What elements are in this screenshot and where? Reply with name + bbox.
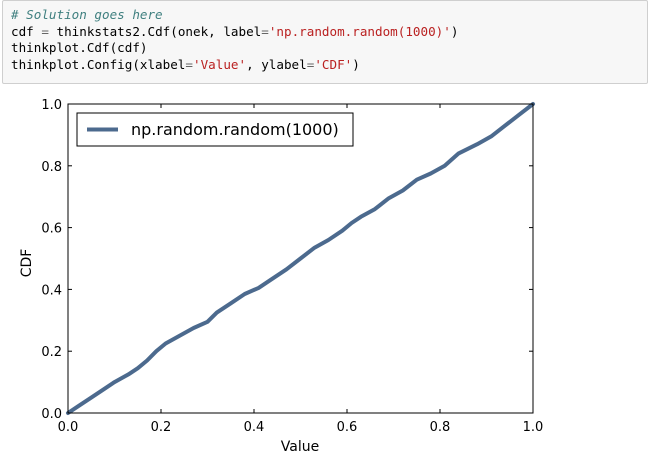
code-token: cdf [11,23,42,39]
code-line: cdf = thinkstats2.Cdf(onek, label='np.ra… [11,24,639,41]
y-axis-label: CDF [19,249,35,278]
code-token: = [41,23,49,39]
x-tick-label: 0.4 [244,420,265,435]
code-token: = [185,56,193,72]
cdf-series-line [66,102,535,415]
x-tick-label: 0.8 [430,420,451,435]
code-token: 'Value' [192,56,247,72]
code-token: ) [450,23,459,39]
code-cell[interactable]: # Solution goes here cdf = thinkstats2.Cd… [2,0,648,84]
code-token: ) [352,56,360,72]
y-tick-label: 0.2 [41,345,62,360]
y-tick-label: 1.0 [41,98,62,113]
x-tick-label: 1.0 [523,420,544,435]
code-line: thinkplot.Cdf(cdf) [11,40,639,57]
legend: np.random.random(1000) [76,112,354,147]
code-token: 'np.random.random(1000)' [268,23,451,39]
code-token: thinkplot.Cdf(cdf) [11,40,148,55]
y-tick-label: 0.4 [41,283,62,298]
code-token: = [261,23,269,39]
x-axis-label: Value [281,439,319,455]
y-tick-label: 0.6 [41,222,62,237]
legend-box [76,112,354,147]
axes-frame [67,103,534,414]
cdf-figure: 0.0 0.2 0.4 0.6 0.8 1.0 0.0 0.2 0.4 0.6 0.8 1.0 np.… [19,98,544,455]
y-tick-label: 0.0 [41,407,62,422]
y-tick-label: 0.8 [41,160,62,175]
code-token: thinkplot.Config(xlabel [11,56,186,72]
code-token: # Solution goes here [11,7,163,22]
legend-label: np.random.random(1000) [131,120,339,139]
code-line: thinkplot.Config(xlabel='Value', ylabel=… [11,57,639,74]
code-line: # Solution goes here [11,7,639,24]
x-tick-label: 0.0 [58,420,79,435]
code-token: = [306,56,315,72]
code-token: thinkstats2.Cdf(onek, label [48,23,262,39]
x-tick-label: 0.6 [337,420,358,435]
code-token: , ylabel [246,56,307,72]
x-tick-label: 0.2 [151,420,172,435]
code-token: 'CDF' [314,56,353,72]
